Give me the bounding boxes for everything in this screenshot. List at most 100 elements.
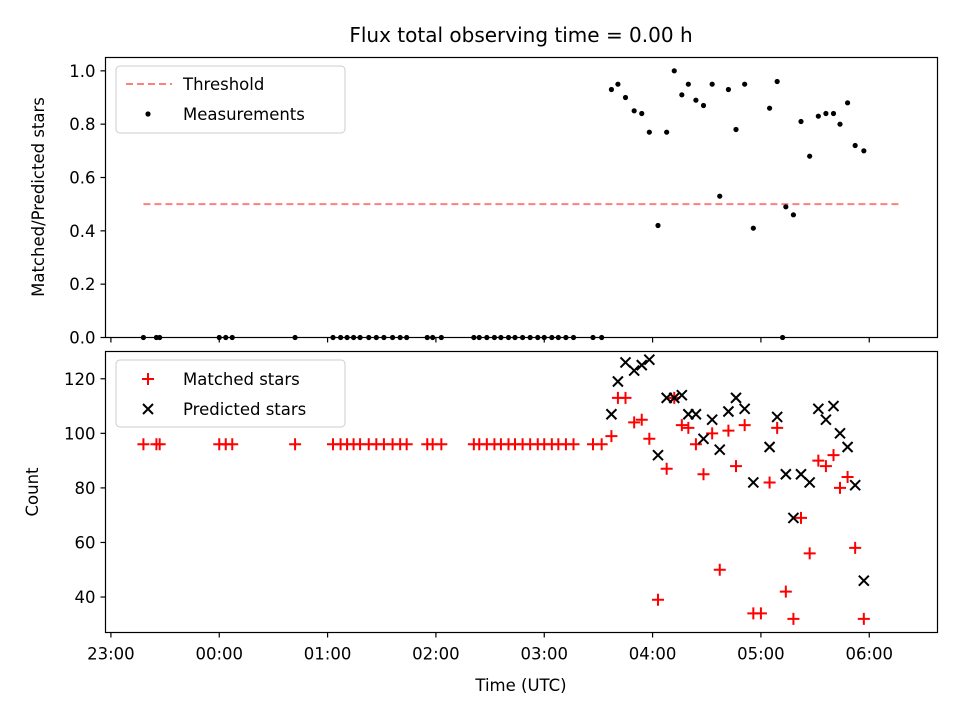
matched-star-point [697,468,710,481]
bottom-panel: 23:00 00:00 01:00 02:00 03:00 04:00 05:00 06:00… [23,350,939,695]
bottom-y-tick-label: 120 [64,370,96,389]
top-y-tick-label: 0.2 [69,275,95,294]
x-tick-label: 05:00 [737,645,785,664]
matched-star-point [803,547,816,560]
matched-star-point [689,438,702,451]
x-tick-label: 23:00 [87,645,135,664]
measurement-point [615,81,621,87]
matched-star-point [567,438,580,451]
measurement-point [852,142,858,149]
measurement-point [823,110,829,117]
top-y-tick-label: 0.8 [69,115,95,134]
legend-predicted-marker [142,403,154,415]
predicted-star-point [780,468,792,480]
matched-star-point [226,438,239,451]
predicted-star-point [763,441,776,453]
predicted-star-point [619,356,632,369]
bottom-y-tick-label: 100 [64,424,96,443]
matched-star-point [754,607,767,620]
legend-measurements-marker [145,111,151,117]
chart-title: Flux total observing time = 0.00 h [349,23,692,47]
predicted-star-point [652,449,664,461]
predicted-star-point [706,413,718,426]
predicted-star-point [668,392,680,404]
matched-star-point [289,438,302,451]
x-tick-label: 04:00 [629,645,677,664]
x-tick-label: 06:00 [845,645,893,664]
matched-star-point [771,421,784,434]
top-y-tick-label: 0.6 [69,169,95,188]
measurement-point [664,129,670,135]
x-tick-label: 01:00 [304,645,352,664]
predicted-star-point [605,408,618,420]
top-y-tick-label: 1.0 [69,62,95,81]
predicted-star-point [841,441,854,453]
x-tick-label: 00:00 [195,645,243,664]
measurement-point [622,94,629,101]
matched-star-point [706,427,719,440]
measurement-point [608,86,615,93]
predicted-star-point [812,403,825,415]
top-legend-box [115,65,346,134]
legend-measurements-label: Measurements [183,105,305,124]
measurement-point [861,148,867,154]
top-axes: 0.0 0.2 0.4 0.6 0.8 1.0 [69,62,870,348]
predicted-star-point [714,444,726,456]
matched-star-point [713,563,726,576]
measurement-point [733,126,739,133]
predicted-star-point [676,389,688,401]
matched-star-point [812,454,825,467]
measurement-point [798,118,804,125]
predicted-star-point [628,364,640,377]
measurement-point [766,105,773,111]
predicted-star-point [771,411,783,423]
matched-star-point [652,593,664,606]
matched-star-point [619,391,632,404]
bottom-y-tick-label: 80 [75,479,96,498]
matched-star-point [628,416,641,429]
bottom-y-axis-label: Count [23,467,42,517]
top-axes-frame [104,56,939,339]
matched-star-point [400,438,413,451]
measurement-point [725,86,732,93]
bottom-legend: Matched stars Predicted stars [115,359,346,428]
legend-predicted-label: Predicted stars [183,400,306,419]
measurement-point [655,222,661,229]
matched-star-point [660,462,673,475]
measurement-point [742,81,748,87]
matched-star-point [779,585,792,598]
bottom-y-tick-label: 60 [75,533,96,552]
top-y-tick-label: 0.4 [69,222,95,241]
measurement-point [844,100,851,106]
matched-star-point [834,481,846,494]
top-panel: 0.0 0.2 0.4 0.6 0.8 1.0 Matched/Predicted sta… [29,56,939,348]
predicted-star-point [803,476,816,489]
measurement-point [646,129,652,135]
measurement-point [671,68,677,74]
predicted-star-point [795,468,807,480]
predicted-star-point [827,400,840,412]
measurement-point [631,108,637,114]
x-tick-label: 02:00 [412,645,460,664]
bottom-legend-box [115,359,346,428]
measurement-point [807,153,813,159]
measurement-point [700,102,707,109]
measurement-point [774,78,780,85]
predicted-star-point [834,427,846,440]
x-axis-label: Time (UTC) [474,676,566,695]
matched-star-point [682,421,695,434]
matched-star-point [137,438,150,451]
predicted-star-point [690,408,702,420]
matched-star-point [827,449,840,462]
measurement-point [679,92,685,98]
matched-star-point [819,460,832,473]
legend-matched-label: Matched stars [183,370,300,389]
predicted-star-point [787,512,800,524]
predicted-star-point [820,413,832,426]
predicted-star-point [636,359,648,371]
matched-star-point [643,432,656,445]
matched-star-point [635,413,648,426]
matched-star-point [795,511,807,524]
bottom-y-tick-label: 40 [75,588,96,607]
